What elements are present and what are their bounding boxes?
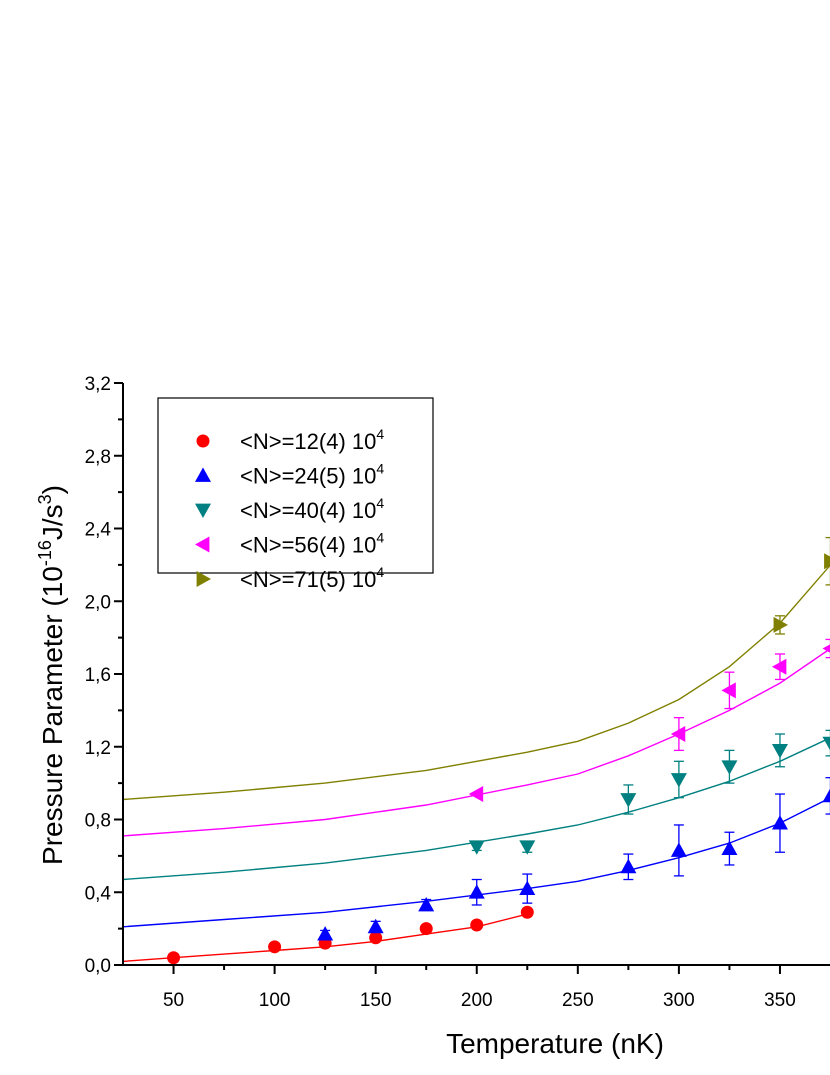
y-tick-label: 3,2: [85, 374, 111, 395]
data-point: [369, 931, 383, 945]
y-tick-label: 1,2: [85, 738, 111, 759]
data-point: [771, 743, 788, 759]
data-point: [470, 918, 484, 932]
data-point: [468, 786, 484, 803]
data-point: [519, 840, 536, 855]
fit-curve-2: [122, 737, 830, 881]
fit-curve-4: [122, 564, 830, 801]
fit-curves: [122, 564, 830, 963]
error-bar: [825, 638, 830, 659]
data-point: [822, 788, 830, 803]
x-tick-label: 200: [461, 990, 493, 1011]
data-point: [771, 658, 787, 675]
x-axis-title: Temperature (nK): [446, 1028, 664, 1059]
data-point: [468, 840, 485, 855]
legend: <N>=12(4) 104 <N>=24(5) 104 <N>=40(4) 104 <…: [157, 397, 434, 592]
data-point: [822, 644, 830, 653]
fit-curve-1: [122, 797, 830, 928]
data-point: [620, 793, 637, 808]
data-point: [317, 926, 334, 941]
error-bar: [825, 729, 830, 757]
data-point: [721, 840, 738, 855]
data-point: [620, 858, 637, 874]
legend-marker-3: [195, 536, 210, 553]
y-tick-label: 0,0: [85, 956, 111, 977]
data-markers: [167, 536, 830, 965]
data-point: [721, 760, 738, 775]
legend-marker-4: [196, 571, 211, 587]
y-tick-label: 2,8: [85, 447, 111, 468]
legend-marker-0: [196, 434, 210, 448]
x-tick-label: 50: [163, 990, 184, 1011]
data-point: [418, 896, 435, 912]
y-axis-title: Pressure Parameter (10-16J/s3): [35, 485, 68, 865]
data-point: [773, 616, 788, 633]
legend-label-2: <N>=40(4) 104: [240, 495, 384, 523]
x-tick-label: 350: [764, 990, 796, 1011]
legend-marker-2: [195, 503, 211, 518]
data-point: [771, 815, 788, 830]
y-tick-label: 2,4: [85, 520, 112, 541]
legend-label-1: <N>=24(5) 104: [240, 461, 384, 489]
error-bar: [825, 536, 830, 586]
y-tick-label: 0,8: [85, 811, 111, 832]
data-point: [519, 880, 536, 896]
legend-label-3: <N>=56(4) 104: [240, 530, 384, 558]
x-tick-label: 150: [360, 990, 392, 1011]
legend-label-4: <N>=71(5) 104: [240, 564, 384, 592]
fit-curve-3: [122, 647, 830, 837]
y-tick-label: 2,0: [85, 592, 111, 613]
data-point: [670, 773, 687, 788]
data-point: [824, 553, 830, 570]
data-point: [670, 842, 687, 857]
x-tick-label: 100: [259, 990, 291, 1011]
x-tick-label: 250: [562, 990, 594, 1011]
legend-label-0: <N>=12(4) 104: [240, 426, 384, 454]
data-point: [468, 884, 485, 899]
data-point: [419, 922, 433, 936]
error-bar: [825, 777, 830, 815]
data-point: [822, 736, 830, 751]
x-tick-label: 300: [663, 990, 695, 1011]
data-point: [721, 682, 736, 699]
ticks: 50 100 150 200 250 300 350 0,0 0,4 0,8 1,2 1,6 2,0 2,…: [85, 374, 796, 1011]
data-point: [268, 940, 282, 954]
data-point: [520, 905, 534, 919]
legend-marker-1: [195, 467, 211, 482]
y-tick-label: 1,6: [85, 665, 111, 686]
data-point: [367, 918, 384, 934]
data-point: [670, 726, 686, 743]
y-tick-label: 0,4: [85, 883, 112, 904]
data-point: [167, 951, 181, 965]
